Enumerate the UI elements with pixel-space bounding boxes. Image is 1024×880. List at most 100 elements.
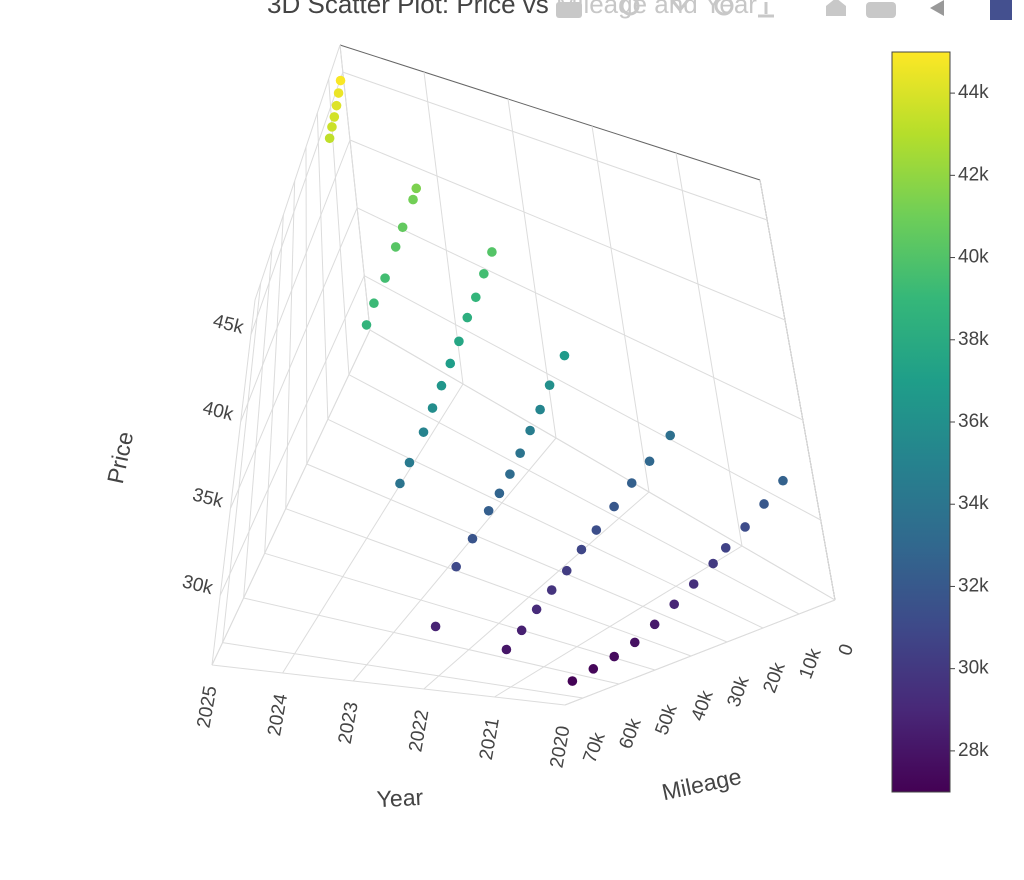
data-point bbox=[759, 499, 769, 509]
x-grid-line bbox=[494, 545, 743, 698]
x-tick-label: 2024 bbox=[264, 692, 292, 738]
data-point bbox=[479, 268, 489, 279]
camera-icon[interactable] bbox=[556, 2, 582, 18]
data-point bbox=[427, 403, 438, 413]
data-point bbox=[333, 88, 344, 98]
z-tick-label: 45k bbox=[211, 311, 246, 339]
x-tick-label: 2022 bbox=[405, 708, 433, 753]
zoom-icon[interactable] bbox=[620, 0, 640, 16]
y-tick-label: 20k bbox=[759, 659, 789, 695]
data-point bbox=[544, 380, 555, 390]
box-edge bbox=[339, 44, 761, 181]
y-grid-line bbox=[264, 214, 284, 554]
data-point bbox=[331, 100, 342, 111]
data-point bbox=[494, 488, 505, 499]
data-point bbox=[380, 273, 390, 283]
labels: 202020212022202320242025010k20k30k40k50k… bbox=[180, 311, 858, 770]
x-grid-line bbox=[564, 599, 836, 706]
data-point bbox=[649, 619, 660, 630]
y-grid-line bbox=[285, 180, 296, 509]
x-tick-label: 2020 bbox=[547, 724, 575, 769]
data-point bbox=[531, 604, 542, 615]
colorbar bbox=[891, 51, 951, 793]
x-grid-line bbox=[591, 125, 650, 493]
modebar-bg bbox=[548, 0, 1018, 22]
y-tick-label: 10k bbox=[795, 645, 825, 681]
y-grid-line bbox=[339, 44, 371, 331]
y-grid-line bbox=[243, 597, 620, 685]
data-point bbox=[720, 543, 731, 553]
x-tick-label: 2023 bbox=[335, 700, 363, 745]
x-tick-label: 2025 bbox=[194, 684, 222, 729]
data-point bbox=[445, 358, 456, 369]
points bbox=[324, 75, 788, 686]
y-grid-line bbox=[327, 418, 764, 629]
data-point bbox=[546, 585, 557, 595]
data-point bbox=[369, 298, 379, 309]
data-point bbox=[525, 425, 535, 436]
colorbar-tick-label: 40k bbox=[958, 247, 989, 268]
data-point bbox=[329, 112, 340, 122]
box-edge bbox=[254, 44, 341, 301]
pan-icon[interactable] bbox=[670, 0, 690, 13]
x-grid-line bbox=[675, 152, 743, 547]
home-icon[interactable] bbox=[826, 0, 846, 16]
y-grid-line bbox=[305, 146, 308, 465]
orbit-icon[interactable] bbox=[714, 0, 734, 16]
data-point bbox=[451, 561, 461, 572]
z-grid-line bbox=[349, 139, 786, 321]
z-grid-line bbox=[240, 139, 351, 422]
data-point bbox=[462, 312, 473, 323]
data-point bbox=[430, 621, 441, 632]
y-tick-label: 60k bbox=[615, 715, 645, 751]
data-point bbox=[335, 75, 346, 86]
data-point bbox=[418, 427, 429, 437]
y-grid-line bbox=[264, 552, 656, 671]
y-tick-label: 40k bbox=[687, 687, 717, 723]
z-tick-label: 35k bbox=[190, 485, 225, 513]
data-point bbox=[626, 478, 637, 488]
data-point bbox=[644, 456, 655, 467]
data-point bbox=[559, 350, 570, 361]
y-grid-line bbox=[222, 642, 584, 699]
data-point bbox=[467, 533, 478, 544]
data-point bbox=[324, 133, 335, 144]
x-grid-line bbox=[282, 383, 464, 674]
data-point bbox=[408, 194, 418, 205]
data-point bbox=[669, 599, 680, 610]
data-point bbox=[515, 448, 525, 458]
data-point bbox=[588, 664, 599, 674]
y-grid-line bbox=[222, 282, 262, 643]
data-point bbox=[397, 222, 408, 233]
data-point bbox=[487, 247, 497, 257]
colorbar-tick-label: 34k bbox=[958, 493, 989, 514]
colorbar-tick-label: 36k bbox=[958, 411, 989, 432]
turntable-icon[interactable] bbox=[758, 2, 774, 18]
y-tick-label: 70k bbox=[579, 729, 609, 765]
z-tick-label: 40k bbox=[201, 398, 236, 426]
y-grid-line bbox=[348, 374, 800, 615]
data-point bbox=[609, 501, 619, 512]
plotly-logo[interactable] bbox=[990, 0, 1012, 20]
data-point bbox=[576, 544, 587, 555]
z-grid-line bbox=[250, 71, 344, 335]
x-grid-line bbox=[759, 179, 836, 601]
hover-icon[interactable] bbox=[930, 0, 944, 16]
colorbar-tick-label: 38k bbox=[958, 329, 989, 350]
y-tick-label: 30k bbox=[723, 673, 753, 709]
x-grid-line bbox=[423, 71, 464, 385]
data-point bbox=[516, 625, 527, 636]
data-point bbox=[361, 320, 372, 330]
data-point bbox=[708, 558, 718, 569]
data-point bbox=[501, 644, 512, 655]
data-point bbox=[609, 651, 620, 662]
z-grid-line bbox=[219, 275, 365, 596]
x-grid-line bbox=[211, 329, 371, 666]
z-axis-title: Price bbox=[102, 429, 138, 486]
grid bbox=[211, 44, 836, 706]
reset-camera-icon[interactable] bbox=[866, 2, 896, 18]
data-point bbox=[471, 292, 481, 303]
colorbar-ticks: 28k 30k 32k 34k 36k 38k 40k 42k 44k bbox=[950, 82, 989, 761]
z-grid-line bbox=[356, 207, 804, 421]
